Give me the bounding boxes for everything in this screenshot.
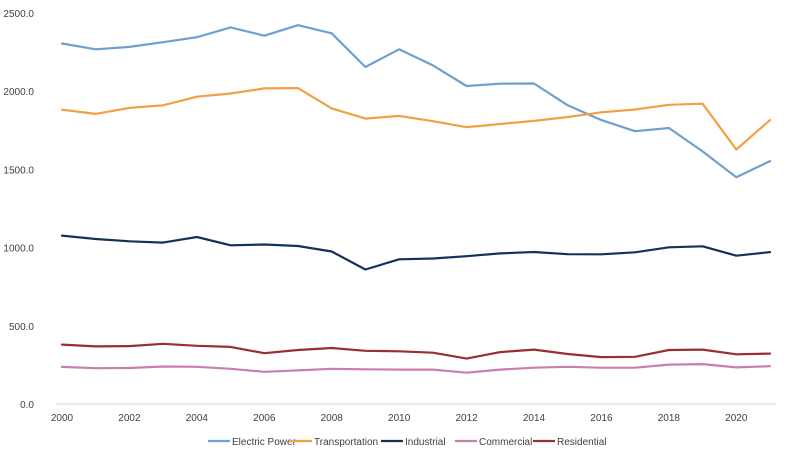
series-line-transportation — [60, 86, 772, 151]
x-tick-label: 2002 — [118, 413, 141, 424]
legend-label: Transportation — [314, 437, 378, 448]
legend-item: Commercial — [455, 437, 532, 448]
legend-label: Residential — [557, 437, 606, 448]
legend-label: Commercial — [479, 437, 532, 448]
x-tick-label: 2004 — [186, 413, 209, 424]
series-line-electric-power — [60, 24, 772, 179]
y-tick-label: 1500.0 — [3, 165, 34, 176]
x-tick-label: 2018 — [658, 413, 681, 424]
series-line-residential — [60, 342, 772, 360]
x-tick-label: 2016 — [590, 413, 613, 424]
y-tick-label: 2000.0 — [3, 87, 34, 98]
y-tick-label: 0.0 — [20, 400, 34, 411]
legend: Electric Power Transportation Industrial Co… — [208, 437, 606, 448]
x-axis: 2000 2002 2004 2006 2008 2010 2012 2014 2016 2018… — [51, 413, 748, 424]
legend-item: Transportation — [290, 437, 378, 448]
legend-label: Electric Power — [232, 437, 297, 448]
x-tick-label: 2012 — [455, 413, 478, 424]
series-line-commercial — [60, 363, 772, 374]
x-tick-label: 2010 — [388, 413, 411, 424]
legend-item: Electric Power — [208, 437, 297, 448]
series-lines — [60, 24, 772, 374]
legend-item: Industrial — [381, 437, 446, 448]
x-tick-label: 2008 — [321, 413, 344, 424]
series-line-industrial — [60, 234, 772, 271]
legend-label: Industrial — [405, 437, 446, 448]
y-axis: 0.0 500.0 1000.0 1500.0 2000.0 2500.0 — [3, 9, 34, 411]
x-tick-label: 2000 — [51, 413, 74, 424]
y-tick-label: 500.0 — [9, 322, 34, 333]
legend-item: Residential — [533, 437, 606, 448]
y-tick-label: 1000.0 — [3, 244, 34, 255]
x-tick-label: 2020 — [725, 413, 748, 424]
x-tick-label: 2014 — [523, 413, 546, 424]
x-tick-label: 2006 — [253, 413, 276, 424]
y-tick-label: 2500.0 — [3, 9, 34, 20]
